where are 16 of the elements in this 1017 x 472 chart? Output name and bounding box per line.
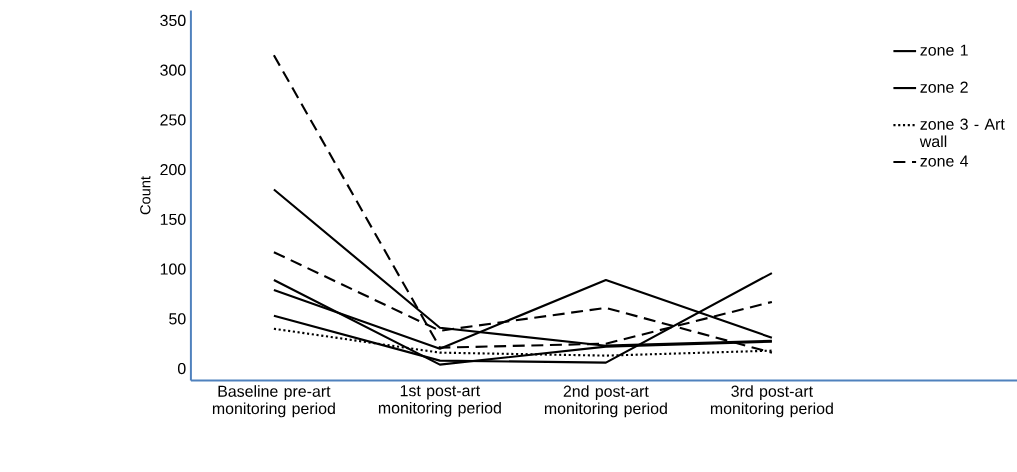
y-tick-label: 250 bbox=[160, 114, 186, 126]
y-tick-label: 150 bbox=[160, 213, 186, 225]
y-axis-title: Count bbox=[140, 176, 151, 215]
y-tick-label: 50 bbox=[169, 313, 186, 325]
x-tick-label: 1st post-art monitoring period bbox=[378, 385, 501, 417]
y-tick-label: 0 bbox=[177, 362, 186, 375]
x-tick-label: 3rd post-art monitoring period bbox=[710, 385, 833, 418]
x-tick-label: 2nd post-art monitoring period bbox=[544, 385, 667, 418]
legend-label: zone 1 bbox=[920, 44, 968, 56]
y-tick-label: 100 bbox=[160, 263, 186, 275]
y-tick-label: 300 bbox=[160, 64, 186, 76]
x-tick-label: Baseline pre-art monitoring period bbox=[212, 385, 335, 418]
y-tick-label: 350 bbox=[160, 14, 186, 27]
legend-label: zone 2 bbox=[920, 81, 968, 93]
y-tick-label: 200 bbox=[160, 163, 186, 176]
legend-label: zone 4 bbox=[920, 155, 969, 167]
